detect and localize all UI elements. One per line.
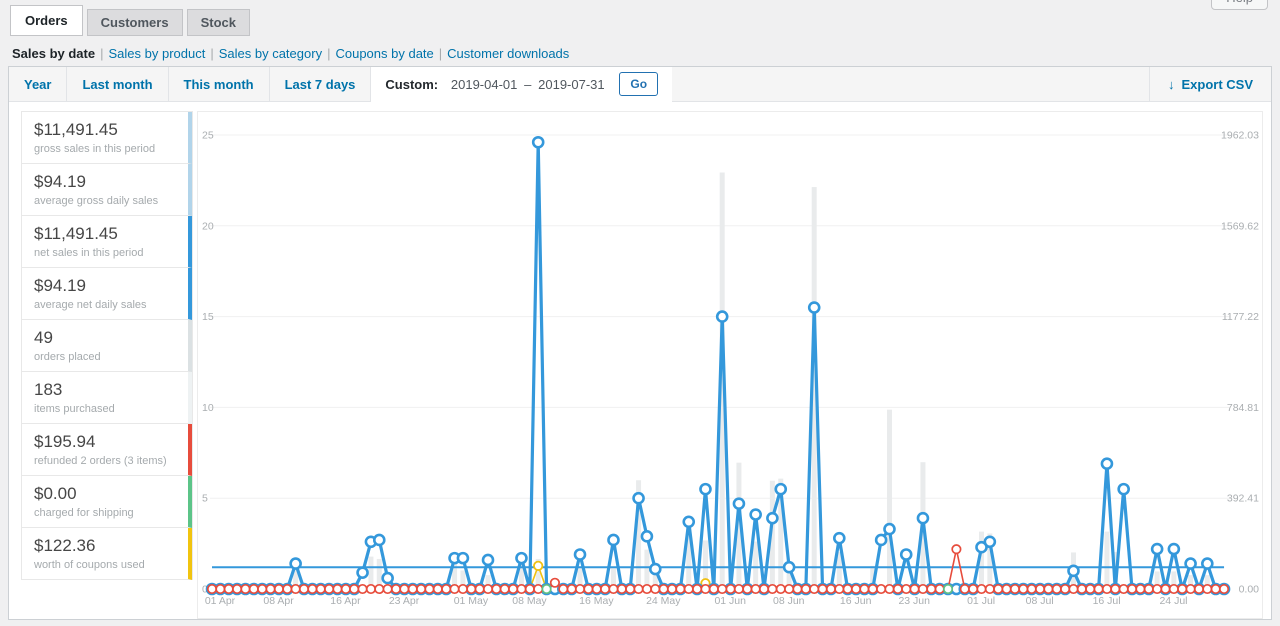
stat-refunded-2-orders-3-items-[interactable]: $195.94 refunded 2 orders (3 items) <box>22 424 192 476</box>
shipping-amount-series <box>541 583 954 595</box>
svg-text:0.00: 0.00 <box>1239 584 1260 596</box>
svg-text:20: 20 <box>202 220 214 232</box>
sales-amount-bars <box>293 172 1210 589</box>
subnav-separator: | <box>438 46 443 61</box>
stat-value: $94.19 <box>34 172 86 191</box>
stat-label: orders placed <box>34 351 101 363</box>
svg-text:784.81: 784.81 <box>1227 402 1259 414</box>
subnav-separator: | <box>100 46 104 61</box>
svg-text:25: 25 <box>202 130 214 142</box>
svg-text:16 May: 16 May <box>579 595 614 607</box>
stat-value: $11,491.45 <box>34 120 118 139</box>
subnav-separator: | <box>327 46 331 61</box>
range-year[interactable]: Year <box>9 67 68 101</box>
stats-sidebar: $11,491.45 gross sales in this period $94.… <box>21 111 193 580</box>
download-icon: ↓ <box>1167 76 1175 92</box>
custom-range-label: Custom: <box>385 76 439 92</box>
subnav-link-sales-by-category[interactable]: Sales by category <box>218 46 323 61</box>
stat-items-purchased[interactable]: 183 items purchased <box>22 372 192 424</box>
svg-text:08 Jul: 08 Jul <box>1026 595 1054 607</box>
items-sold-series <box>205 135 1231 596</box>
range-last-month[interactable]: Last month <box>67 67 169 101</box>
svg-text:01 Apr: 01 Apr <box>205 595 236 607</box>
tab-orders[interactable]: Orders <box>10 5 83 36</box>
svg-text:01 Jun: 01 Jun <box>714 595 746 607</box>
stat-label: net sales in this period <box>34 247 144 259</box>
svg-text:24 May: 24 May <box>646 595 681 607</box>
stat-value: 183 <box>34 380 63 399</box>
svg-text:23 Jun: 23 Jun <box>898 595 930 607</box>
svg-text:16 Apr: 16 Apr <box>330 595 361 607</box>
help-button[interactable]: Help <box>1211 0 1268 10</box>
stat-average-net-daily-sales[interactable]: $94.19 average net daily sales <box>22 268 192 320</box>
stat-value: $122.36 <box>34 536 96 555</box>
report-panel: Year Last month This month Last 7 days Cust… <box>8 66 1272 620</box>
svg-text:23 Apr: 23 Apr <box>389 595 420 607</box>
custom-range-section: Custom: – Go <box>371 67 673 102</box>
svg-text:10: 10 <box>202 402 214 414</box>
export-csv-label: Export CSV <box>1181 76 1253 92</box>
subnav-current: Sales by date <box>12 46 96 61</box>
stat-worth-of-coupons-used[interactable]: $122.36 worth of coupons used <box>22 528 192 580</box>
export-csv-link[interactable]: ↓ Export CSV <box>1148 67 1271 101</box>
stat-value: 49 <box>34 328 53 347</box>
subnav-link-customer-downloads[interactable]: Customer downloads <box>447 46 570 61</box>
date-range-separator: – <box>524 76 532 92</box>
subnav-link-sales-by-product[interactable]: Sales by product <box>108 46 206 61</box>
svg-text:0: 0 <box>202 584 208 596</box>
stat-net-sales-in-this-period[interactable]: $11,491.45 net sales in this period <box>22 216 192 268</box>
report-content: $11,491.45 gross sales in this period $94.… <box>9 103 1271 619</box>
svg-text:24 Jul: 24 Jul <box>1159 595 1187 607</box>
stat-label: refunded 2 orders (3 items) <box>34 455 167 467</box>
svg-text:08 Apr: 08 Apr <box>263 595 294 607</box>
stat-charged-for-shipping[interactable]: $0.00 charged for shipping <box>22 476 192 528</box>
svg-text:16 Jun: 16 Jun <box>840 595 872 607</box>
svg-text:08 May: 08 May <box>512 595 547 607</box>
date-from-input[interactable] <box>446 76 523 92</box>
range-last-7-days[interactable]: Last 7 days <box>270 67 372 101</box>
stat-label: worth of coupons used <box>34 559 145 571</box>
tab-stock[interactable]: Stock <box>186 9 250 36</box>
svg-text:08 Jun: 08 Jun <box>773 595 805 607</box>
svg-text:1177.22: 1177.22 <box>1222 311 1259 323</box>
stat-label: average net daily sales <box>34 299 147 311</box>
stat-orders-placed[interactable]: 49 orders placed <box>22 320 192 372</box>
stat-label: average gross daily sales <box>34 195 159 207</box>
report-tabs: Orders Customers Stock <box>10 5 254 36</box>
svg-text:1962.03: 1962.03 <box>1221 130 1259 142</box>
x-axis: 01 Apr 08 Apr 16 Apr 23 Apr 01 May 08 May 16 M… <box>205 595 1188 607</box>
refund-amount-series <box>206 544 1230 595</box>
stat-label: charged for shipping <box>34 507 134 519</box>
range-filter-bar: Year Last month This month Last 7 days Cust… <box>9 67 1271 102</box>
subnav-separator: | <box>210 46 214 61</box>
sales-chart[interactable]: 0 5 10 15 20 25 0.00 392.41 784.81 1177.22 1569.62… <box>197 111 1263 619</box>
subnav-link-coupons-by-date[interactable]: Coupons by date <box>335 46 434 61</box>
date-to-input[interactable] <box>533 76 610 92</box>
stat-value: $94.19 <box>34 276 86 295</box>
range-links: Year Last month This month Last 7 days <box>9 67 372 101</box>
svg-text:392.41: 392.41 <box>1227 493 1259 505</box>
svg-text:01 Jul: 01 Jul <box>967 595 995 607</box>
stat-average-gross-daily-sales[interactable]: $94.19 average gross daily sales <box>22 164 192 216</box>
stat-value: $0.00 <box>34 484 77 503</box>
report-subnav: Sales by date | Sales by product | Sales by … <box>0 36 1280 70</box>
stat-value: $195.94 <box>34 432 96 451</box>
stat-gross-sales-in-this-period[interactable]: $11,491.45 gross sales in this period <box>22 112 192 164</box>
stat-label: items purchased <box>34 403 115 415</box>
svg-text:15: 15 <box>202 311 214 323</box>
svg-text:1569.62: 1569.62 <box>1221 220 1259 232</box>
svg-text:5: 5 <box>202 493 208 505</box>
y-axis-left: 0 5 10 15 20 25 <box>202 130 214 596</box>
tab-customers[interactable]: Customers <box>86 9 183 36</box>
stat-label: gross sales in this period <box>34 143 156 155</box>
svg-text:01 May: 01 May <box>454 595 489 607</box>
svg-text:16 Jul: 16 Jul <box>1093 595 1121 607</box>
y-axis-right: 0.00 392.41 784.81 1177.22 1569.62 1962.03 <box>1221 130 1259 596</box>
stat-value: $11,491.45 <box>34 224 118 243</box>
go-button[interactable]: Go <box>619 72 659 96</box>
range-this-month[interactable]: This month <box>169 67 270 101</box>
